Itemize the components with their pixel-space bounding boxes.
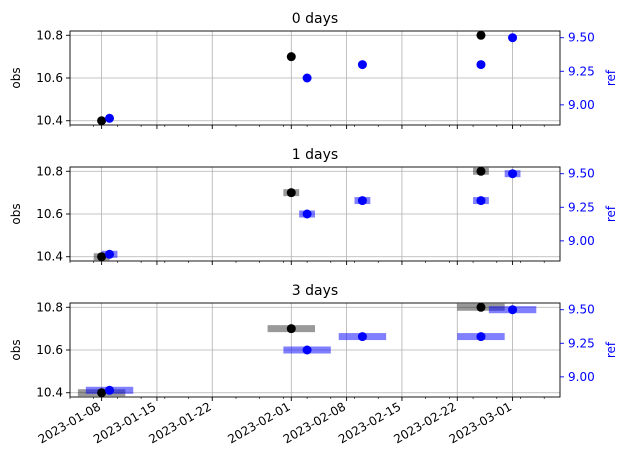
ylabel-left: obs xyxy=(9,339,23,360)
obs-point xyxy=(476,30,486,40)
ytick-label-right: 9.50 xyxy=(568,31,595,45)
obs-point xyxy=(286,52,296,62)
ylabel-left: obs xyxy=(9,67,23,88)
ref-point xyxy=(302,73,312,83)
obs-point xyxy=(97,116,107,126)
ytick-label-right: 9.25 xyxy=(568,64,595,78)
ref-point xyxy=(357,196,367,206)
ref-point xyxy=(508,169,518,179)
ylabel-right: ref xyxy=(604,69,618,86)
obs-point xyxy=(476,166,486,176)
ytick-label-left: 10.4 xyxy=(36,250,63,264)
ytick-label-right: 9.00 xyxy=(568,98,595,112)
ytick-label-left: 10.4 xyxy=(36,114,63,128)
panel-title: 1 days xyxy=(292,147,338,163)
ytick-label-left: 10.6 xyxy=(36,207,63,221)
ytick-label-left: 10.4 xyxy=(36,386,63,400)
ref-point xyxy=(105,385,115,395)
ref-point xyxy=(357,60,367,70)
obs-point xyxy=(97,388,107,398)
ref-point xyxy=(476,332,486,342)
ytick-label-right: 9.00 xyxy=(568,370,595,384)
ytick-label-right: 9.50 xyxy=(568,167,595,181)
ref-point xyxy=(508,305,518,315)
ref-point xyxy=(302,209,312,219)
ylabel-right: ref xyxy=(604,205,618,222)
ref-point xyxy=(302,345,312,355)
ref-point xyxy=(476,196,486,206)
ref-point xyxy=(105,249,115,259)
ylabel-left: obs xyxy=(9,203,23,224)
panel-title: 3 days xyxy=(292,283,338,299)
panel-1: 10.4 10.6 10.8 9.00 9.25 9.50 1 days obs ref xyxy=(9,147,618,265)
obs-point xyxy=(97,252,107,262)
panel-2: 10.4 10.6 10.8 9.00 9.25 9.50 3 days obs ref xyxy=(9,283,618,401)
ref-point xyxy=(357,332,367,342)
ytick-label-right: 9.25 xyxy=(568,336,595,350)
ytick-label-right: 9.50 xyxy=(568,303,595,317)
ytick-label-right: 9.25 xyxy=(568,200,595,214)
panel-title: 0 days xyxy=(292,11,338,27)
ytick-label-left: 10.6 xyxy=(36,71,63,85)
obs-point xyxy=(476,302,486,312)
obs-point xyxy=(286,324,296,334)
obs-point xyxy=(286,188,296,198)
ylabel-right: ref xyxy=(604,341,618,358)
ref-point xyxy=(105,113,115,123)
ytick-label-left: 10.8 xyxy=(36,28,63,42)
ytick-label-left: 10.6 xyxy=(36,343,63,357)
xtick-label: 2023-01-22 xyxy=(146,399,213,446)
ref-point xyxy=(476,60,486,70)
ytick-label-right: 9.00 xyxy=(568,234,595,248)
ytick-label-left: 10.8 xyxy=(36,300,63,314)
ytick-label-left: 10.8 xyxy=(36,164,63,178)
ref-point xyxy=(508,33,518,43)
panel-0: 10.4 10.6 10.8 9.00 9.25 9.50 0 days obs ref xyxy=(9,11,618,129)
xtick-label: 2023-03-01 xyxy=(447,399,514,446)
